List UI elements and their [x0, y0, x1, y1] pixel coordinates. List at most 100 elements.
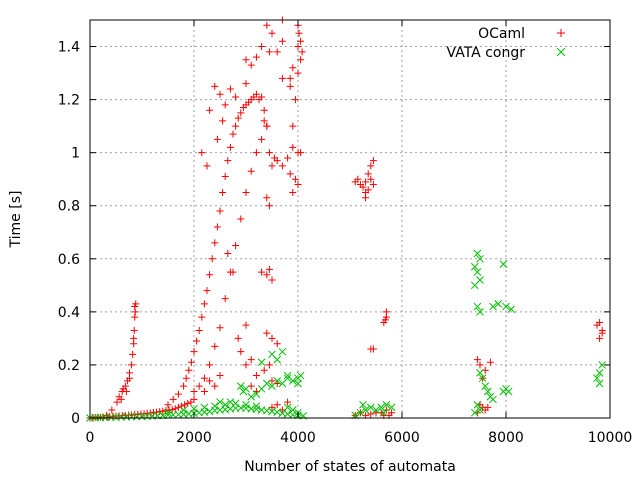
point-plus	[354, 175, 362, 183]
point-cross	[379, 408, 388, 417]
point-plus	[224, 249, 232, 257]
axis-ticks	[89, 20, 611, 419]
point-plus	[297, 56, 305, 64]
point-cross	[221, 400, 230, 409]
point-plus	[278, 37, 286, 45]
point-cross	[476, 369, 484, 377]
point-cross	[476, 254, 484, 263]
point-cross	[200, 403, 209, 412]
point-plus	[484, 403, 492, 411]
point-plus	[131, 308, 139, 316]
point-plus	[297, 37, 305, 45]
point-plus	[265, 361, 273, 369]
point-plus	[198, 149, 206, 157]
y-tick-label: 0.4	[58, 305, 80, 321]
point-cross	[359, 400, 367, 409]
point-plus	[364, 170, 372, 178]
point-cross	[283, 371, 292, 380]
x-tick-label: 8000	[488, 430, 524, 446]
point-plus	[260, 117, 268, 125]
point-cross	[481, 382, 490, 391]
point-plus	[298, 48, 306, 56]
point-plus	[286, 74, 294, 82]
point-cross	[478, 374, 487, 383]
series-1	[86, 16, 606, 422]
point-plus	[164, 401, 172, 409]
point-cross	[502, 302, 510, 311]
point-cross	[595, 379, 604, 388]
point-plus	[263, 329, 271, 337]
point-cross	[210, 402, 219, 410]
point-plus	[258, 268, 266, 276]
point-cross	[473, 400, 482, 409]
point-plus	[289, 188, 297, 196]
point-plus	[226, 85, 234, 93]
point-plus	[206, 271, 214, 279]
point-plus	[203, 287, 211, 295]
point-plus	[130, 334, 138, 342]
point-plus	[294, 43, 302, 51]
y-tick-label: 1.4	[58, 40, 80, 56]
point-plus	[132, 300, 140, 308]
point-plus	[252, 53, 260, 61]
y-tick-label: 0.2	[58, 358, 80, 374]
point-plus	[232, 93, 240, 101]
point-plus	[211, 82, 219, 90]
legend-marker	[557, 29, 565, 37]
point-plus	[206, 377, 214, 385]
point-cross	[372, 406, 380, 414]
point-cross	[262, 379, 271, 388]
point-plus	[260, 106, 268, 114]
point-cross	[257, 358, 266, 367]
point-plus	[198, 313, 206, 321]
x-tick-label: 6000	[384, 430, 420, 446]
point-cross	[231, 399, 240, 408]
point-plus	[367, 162, 375, 170]
point-plus	[229, 130, 237, 138]
point-plus	[213, 223, 221, 231]
point-cross	[473, 249, 482, 258]
point-plus	[234, 114, 242, 122]
point-plus	[268, 29, 276, 37]
point-cross	[242, 400, 250, 409]
point-plus	[221, 101, 229, 109]
point-plus	[258, 135, 266, 143]
point-cross	[296, 371, 305, 380]
point-cross	[361, 406, 370, 414]
point-plus	[258, 43, 266, 51]
point-plus	[174, 390, 182, 398]
point-plus	[193, 337, 201, 345]
point-plus	[224, 157, 232, 165]
point-plus	[185, 366, 193, 374]
point-cross	[283, 374, 292, 383]
point-plus	[165, 406, 173, 414]
point-plus	[268, 162, 276, 170]
point-cross	[179, 406, 188, 414]
point-plus	[187, 358, 195, 366]
point-cross	[247, 392, 256, 401]
point-plus	[237, 215, 245, 223]
x-tick-label: 0	[86, 430, 95, 446]
point-plus	[295, 29, 303, 37]
point-plus	[242, 56, 250, 64]
point-plus	[263, 194, 271, 202]
point-plus	[242, 321, 250, 329]
point-cross	[470, 408, 479, 417]
point-plus	[265, 202, 273, 210]
point-plus	[369, 157, 377, 165]
point-plus	[221, 295, 229, 303]
x-tick-label: 2000	[176, 430, 212, 446]
legend-label: OCaml	[478, 26, 525, 42]
point-cross	[593, 374, 601, 383]
point-plus	[168, 406, 176, 414]
legend-label: VATA congr	[447, 45, 526, 61]
point-plus	[195, 326, 203, 334]
point-plus	[226, 143, 234, 151]
point-plus	[367, 410, 375, 418]
point-plus	[268, 334, 276, 342]
point-plus	[252, 372, 260, 380]
point-plus	[286, 170, 294, 178]
point-plus	[211, 382, 219, 390]
point-cross	[473, 268, 482, 276]
point-plus	[200, 300, 208, 308]
